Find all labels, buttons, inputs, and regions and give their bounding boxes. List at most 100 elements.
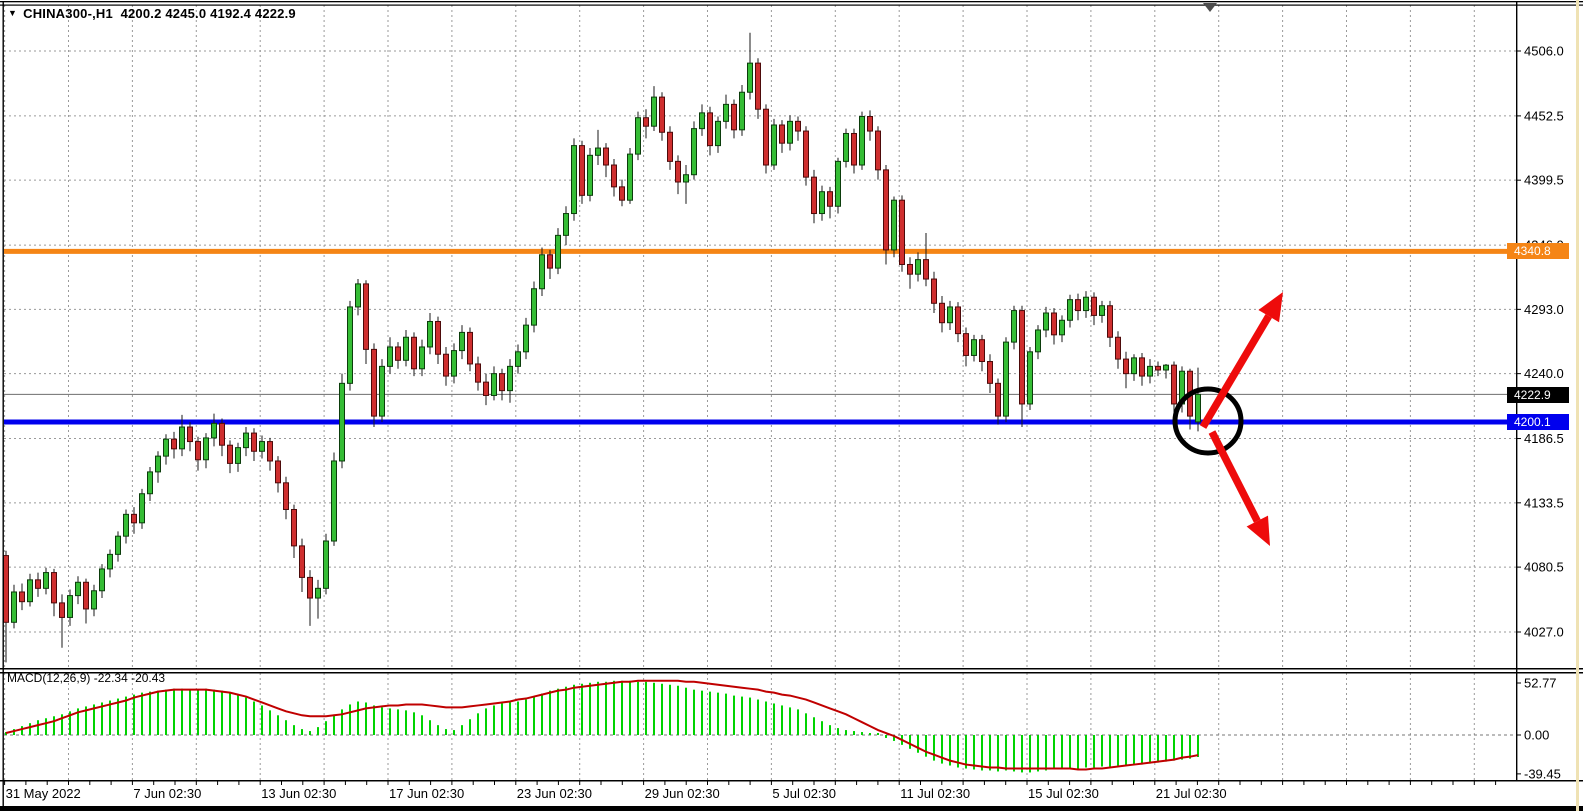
last-price-badge: 4222.9	[1507, 387, 1569, 403]
candle-body	[99, 568, 105, 592]
candle-body	[155, 455, 161, 473]
candle-body	[683, 174, 689, 183]
candle-body	[291, 508, 297, 547]
bullish-arrow-annotation-head[interactable]	[1258, 292, 1283, 323]
candle-body	[1067, 299, 1073, 321]
candle-body	[491, 373, 497, 396]
candle-body	[1019, 310, 1025, 405]
candle-body	[1011, 310, 1017, 343]
candle-body	[651, 96, 657, 127]
candle-body	[547, 254, 553, 269]
price-axis-label: 4240.0	[1524, 366, 1564, 381]
candle-body	[755, 62, 761, 110]
candle-body	[227, 444, 233, 464]
candle-body	[731, 103, 737, 131]
price-axis-label: 4186.5	[1524, 431, 1564, 446]
chart-shift-triangle-icon[interactable]	[1203, 3, 1217, 12]
time-axis-label: 17 Jun 02:30	[389, 786, 464, 801]
candle-body	[595, 147, 601, 156]
price-axis-label: 4399.5	[1524, 173, 1564, 188]
candle-body	[187, 426, 193, 443]
candle-body	[1043, 312, 1049, 331]
time-axis-label: 23 Jun 02:30	[517, 786, 592, 801]
candle-body	[419, 346, 425, 370]
candle-body	[907, 263, 913, 275]
candle-body	[779, 124, 785, 144]
candle-body	[91, 590, 97, 610]
candle-body	[27, 579, 33, 603]
candle-body	[411, 336, 417, 370]
candle-body	[67, 595, 73, 618]
candle-body	[363, 283, 369, 350]
candle-body	[763, 108, 769, 166]
macd-axis-label: 0.00	[1524, 728, 1549, 743]
candle-body	[3, 555, 9, 623]
candle-body	[803, 130, 809, 178]
frame-line	[0, 668, 1583, 670]
candle-body	[787, 120, 793, 144]
candle-body	[1075, 299, 1081, 312]
candle-body	[275, 460, 281, 484]
candle-body	[139, 493, 145, 524]
candle-body	[931, 278, 937, 304]
candle-body	[427, 320, 433, 348]
candle-body	[499, 373, 505, 392]
candle-body	[1027, 351, 1033, 405]
candle-body	[1051, 312, 1057, 336]
candle-body	[883, 169, 889, 251]
candle-body	[923, 259, 929, 280]
symbol-dropdown-icon[interactable]: ▼	[8, 8, 18, 18]
candle-body	[643, 117, 649, 127]
candle-body	[1131, 357, 1137, 375]
candle-body	[387, 346, 393, 367]
candle-body	[1123, 358, 1129, 375]
candle-body	[1155, 365, 1161, 371]
candle-body	[979, 339, 985, 363]
candle-body	[467, 331, 473, 365]
macd-axis-label: 52.77	[1524, 676, 1557, 691]
highlight-circle-annotation[interactable]	[1172, 386, 1244, 456]
candle-body	[219, 422, 225, 446]
candle-body	[579, 145, 585, 196]
candle-body	[299, 545, 305, 578]
time-axis-label: 13 Jun 02:30	[261, 786, 336, 801]
candle-body	[75, 581, 81, 597]
bearish-arrow-annotation-shaft[interactable]	[1208, 430, 1261, 523]
candle-body	[107, 553, 113, 570]
frame-line	[0, 1, 1583, 3]
candle-body	[995, 382, 1001, 417]
candle-body	[675, 160, 681, 183]
symbol-name: CHINA300-,H1	[23, 6, 113, 21]
candle-body	[1115, 336, 1121, 360]
candle-body	[211, 422, 217, 439]
candle-body	[43, 572, 49, 589]
candle-body	[707, 112, 713, 147]
candle-body	[307, 576, 313, 599]
macd-name: MACD(12,26,9)	[7, 671, 91, 685]
candle-body	[131, 513, 137, 524]
candle-body	[987, 361, 993, 384]
macd-values: -22.34 -20.43	[93, 671, 166, 685]
candle-body	[1147, 365, 1153, 377]
candle-body	[571, 145, 577, 215]
candle-body	[83, 581, 89, 610]
candle-body	[627, 153, 633, 201]
resistance-price-badge: 4340.8	[1507, 243, 1569, 259]
candle-body	[59, 602, 65, 618]
bearish-arrow-annotation-head[interactable]	[1246, 515, 1270, 546]
candle-body	[251, 432, 257, 452]
support-price-badge: 4200.1	[1507, 414, 1569, 430]
candle-body	[1171, 364, 1177, 405]
candle-body	[659, 96, 665, 133]
time-axis-label: 5 Jul 02:30	[772, 786, 836, 801]
candle-body	[515, 351, 521, 367]
candle-body	[947, 306, 953, 324]
candle-body	[1195, 393, 1201, 423]
candle-body	[1035, 329, 1041, 353]
candle-body	[339, 382, 345, 462]
candle-body	[259, 441, 265, 452]
bullish-arrow-annotation-shaft[interactable]	[1199, 314, 1272, 429]
candle-body	[939, 302, 945, 324]
